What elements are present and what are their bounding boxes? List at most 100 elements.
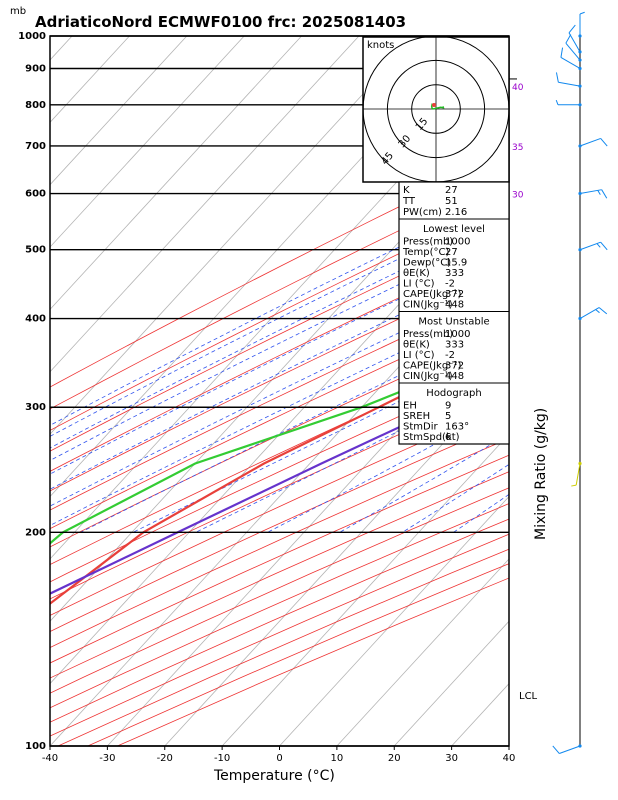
isotherm-line (50, 36, 245, 248)
isotherm-line (50, 246, 509, 746)
dry-adiabat-line (50, 308, 509, 530)
wind-barb (560, 57, 581, 69)
index-value: -2 (445, 279, 455, 290)
wind-barb-flag (600, 138, 608, 147)
wind-level-dot (578, 744, 582, 748)
moist-adiabat-line (50, 231, 509, 461)
index-value: 51 (445, 196, 458, 207)
unit-mb-label: mb (10, 6, 26, 17)
pressure-tick-label: 400 (25, 314, 46, 325)
index-name: Dewp(°C) (403, 258, 451, 269)
wind-barb-flag (571, 484, 577, 487)
dry-adiabat-line (50, 487, 509, 694)
dry-adiabat-line (50, 403, 509, 616)
hodograph-ring (386, 59, 486, 159)
index-value: 2.16 (445, 207, 467, 218)
isotherm-line (50, 36, 360, 373)
dry-adiabat-line (50, 385, 509, 600)
chart-title: AdriaticoNord ECMWF0100 frc: 2025081403 (35, 13, 406, 31)
wind-level-dot (578, 248, 582, 252)
pressure-tick-label: 700 (25, 141, 46, 152)
index-name: Temp(°C) (402, 247, 450, 258)
wind-barb (559, 745, 581, 754)
dry-adiabat-line (50, 533, 509, 737)
pressure-tick-label: 600 (25, 189, 46, 200)
theta-e-label: 40 (512, 83, 524, 93)
dry-adiabat-line (50, 366, 509, 583)
wind-barb (568, 32, 581, 53)
series-line-dewpoint (50, 347, 509, 545)
dry-adiabat-line (57, 548, 509, 746)
index-name: Press(mb) (403, 329, 453, 340)
wind-barb-flag (568, 24, 576, 34)
index-value: 333 (445, 340, 464, 351)
x-tick-label: -40 (42, 753, 58, 764)
x-tick-label: 30 (445, 753, 458, 764)
wind-barb-flag (560, 47, 564, 58)
moist-adiabat-line (50, 261, 509, 490)
isotherm-line (508, 745, 509, 746)
dry-adiabat-line (50, 152, 509, 388)
isotherm-line (221, 433, 509, 746)
index-value: 27 (445, 247, 458, 258)
wind-barb-flag (579, 11, 585, 15)
wind-barb (565, 42, 581, 61)
index-name: CAPE(Jkg⁻¹) (403, 289, 461, 300)
x-tick-label: -10 (214, 753, 230, 764)
index-value: 1000 (445, 329, 470, 340)
isotherm-line (50, 36, 417, 435)
wind-barb-flag (598, 307, 608, 315)
index-name: StmDir (403, 422, 438, 433)
index-name: Press(mb) (403, 237, 453, 248)
index-value: 5 (445, 411, 451, 422)
dry-adiabat-line (50, 518, 509, 723)
index-value: 372 (445, 361, 464, 372)
wind-level-dot (578, 84, 582, 88)
indices-table (398, 181, 510, 445)
wind-level-dot (578, 191, 582, 196)
dry-adiabat-line (50, 328, 509, 548)
hodograph-units: knots (367, 40, 394, 51)
index-name: CIN(Jkg⁻¹) (403, 371, 453, 382)
dry-adiabat-line (50, 420, 509, 633)
x-axis-label: Temperature (°C) (213, 768, 335, 784)
index-value: 448 (445, 371, 464, 382)
wind-barb-flag (595, 309, 600, 314)
isotherm-line (393, 620, 509, 746)
moist-adiabat-line (50, 298, 509, 526)
wind-barb-flag (555, 99, 559, 105)
index-name: θE(K) (403, 340, 430, 351)
isotherm-line (50, 184, 509, 685)
pressure-tick-label: 300 (25, 402, 46, 413)
x-tick-label: 10 (331, 753, 344, 764)
dry-adiabat-line (50, 471, 509, 679)
storm-motion-marker (432, 103, 436, 107)
wind-barb (579, 137, 601, 147)
index-name: TT (402, 196, 416, 207)
wind-barb (579, 241, 601, 251)
index-name: θE(K) (403, 268, 430, 279)
theta-e-label: 35 (512, 143, 523, 153)
wind-barb-flag (555, 72, 559, 83)
isotherm-line (336, 558, 509, 746)
wind-level-dot (578, 58, 582, 62)
wind-barb-flag (552, 745, 560, 754)
isotherm-line (50, 36, 188, 186)
series-line-parcel (50, 376, 509, 595)
table-section-header: Lowest level (423, 224, 485, 235)
dry-adiabat-line (50, 223, 509, 452)
index-value: 1000 (445, 237, 470, 248)
x-tick-label: 0 (276, 753, 282, 764)
wind-level-dot (578, 316, 582, 321)
wind-level-dot (578, 66, 582, 71)
index-value: 27 (445, 185, 458, 196)
wind-barb (558, 81, 581, 87)
index-name: EH (403, 401, 417, 412)
index-name: CAPE(Jkg⁻¹) (403, 361, 461, 372)
index-value: 6 (445, 432, 451, 443)
pressure-tick-label: 1000 (18, 31, 46, 42)
index-value: 9 (445, 401, 451, 412)
dry-adiabat-line (50, 177, 509, 410)
theta-e-label: 30 (512, 191, 524, 201)
pressure-tick-label: 500 (25, 245, 46, 256)
